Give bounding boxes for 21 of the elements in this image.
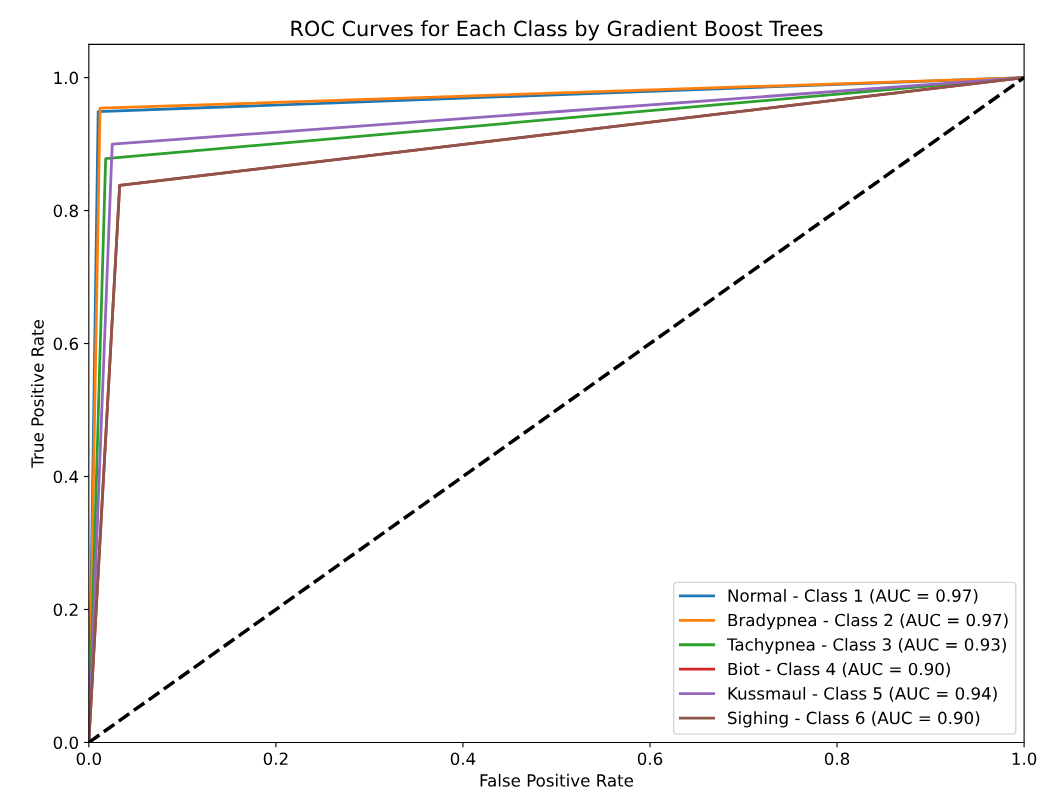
x-tick-label: 0.8 — [824, 752, 850, 766]
legend-label: Bradypnea - Class 2 (AUC = 0.97) — [728, 613, 1008, 630]
x-tick-label: 0.4 — [450, 752, 476, 766]
chart-title: ROC Curves for Each Class by Gradient Boost Trees — [291, 20, 823, 41]
x-tick-label: 0.6 — [637, 752, 663, 766]
x-tick-label: 0.2 — [263, 752, 288, 766]
y-axis-title: True Positive Rate — [30, 320, 44, 468]
x-tick-label: 1.0 — [1012, 752, 1037, 766]
legend-label: Kussmaul - Class 5 (AUC = 0.94) — [728, 686, 997, 702]
y-tick-label: 0.2 — [53, 603, 78, 617]
legend-label: Tachypnea - Class 3 (AUC = 0.93) — [726, 637, 1006, 655]
y-tick-label: 0.8 — [53, 204, 78, 218]
x-tick-label: 0.0 — [76, 752, 101, 766]
y-tick-label: 0.6 — [53, 337, 79, 351]
legend-label: Sighing - Class 6 (AUC = 0.90) — [728, 711, 980, 728]
legend-label: Biot - Class 4 (AUC = 0.90) — [728, 662, 950, 678]
legend-label: Normal - Class 1 (AUC = 0.97) — [728, 588, 978, 604]
y-tick-label: 0.4 — [53, 470, 79, 484]
y-tick-label: 1.0 — [54, 71, 78, 85]
y-tick-label: 0.0 — [53, 736, 78, 750]
x-axis-title: False Positive Rate — [480, 773, 634, 787]
